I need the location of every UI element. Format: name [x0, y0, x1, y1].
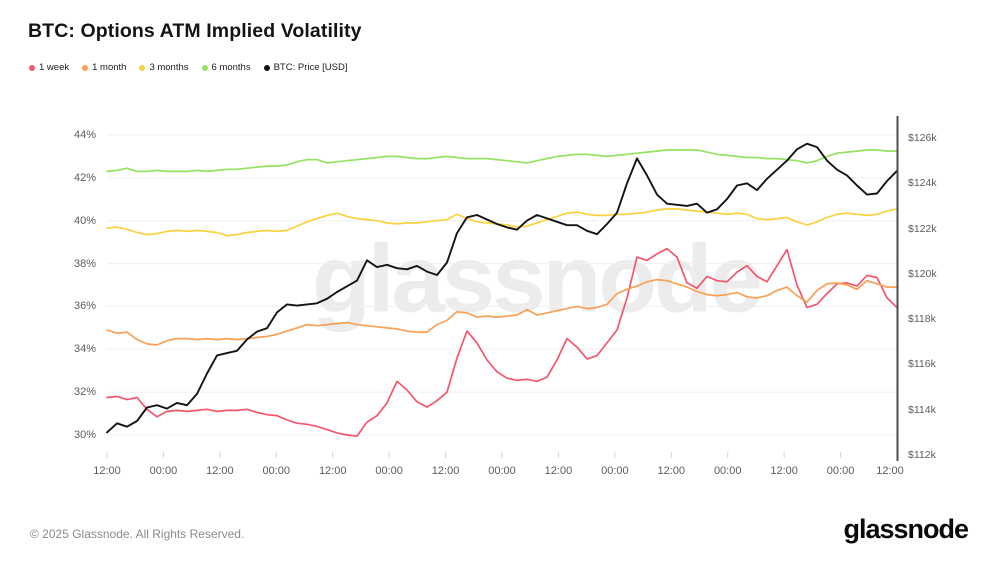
- x-axis-tick-label: 00:00: [601, 465, 629, 477]
- x-axis-tick-label: 00:00: [149, 465, 178, 477]
- y-right-tick-label: $126k: [908, 132, 937, 144]
- x-axis-tick-label: 12:00: [318, 465, 347, 477]
- legend-dot-icon: [139, 64, 146, 71]
- x-axis-tick-label: 12:00: [206, 465, 234, 477]
- y-right-tick-label: $124k: [908, 177, 937, 190]
- x-axis-tick-label: 12:00: [431, 465, 460, 477]
- series-line-1-month[interactable]: [106, 278, 898, 346]
- y-left-tick-label: 42%: [73, 171, 96, 184]
- x-axis-tick-label: 12:00: [770, 465, 798, 477]
- legend-dot-icon: [29, 64, 35, 71]
- y-left-tick-label: 32%: [73, 386, 96, 399]
- x-axis-tick-label: 12:00: [93, 465, 121, 477]
- legend: 1 week 1 month 3 months 6 months BTC: Price …: [29, 62, 348, 73]
- y-left-tick-label: 30%: [73, 429, 96, 441]
- legend-item-1-week[interactable]: 1 week: [29, 62, 69, 73]
- legend-dot-icon: [82, 64, 89, 71]
- glassnode-logo[interactable]: glassnode: [843, 514, 969, 544]
- page-title: BTC: Options ATM Implied Volatility: [28, 20, 362, 42]
- x-axis-tick-label: 00:00: [713, 465, 742, 477]
- x-axis-tick-label: 00:00: [826, 465, 855, 477]
- legend-label: 1 month: [92, 62, 127, 73]
- legend-item-1-month[interactable]: 1 month: [82, 62, 126, 73]
- legend-dot-icon: [201, 64, 208, 71]
- series-line-3-months[interactable]: [106, 208, 898, 237]
- y-right-tick-label: $112k: [908, 449, 936, 461]
- y-left-tick-label: 40%: [73, 214, 96, 227]
- legend-item-3-months[interactable]: 3 months: [139, 62, 189, 73]
- y-right-tick-label: $114k: [908, 403, 936, 416]
- legend-label: 6 months: [211, 62, 251, 73]
- x-axis-tick-label: 00:00: [375, 465, 403, 477]
- y-right-tick-label: $120k: [908, 267, 937, 280]
- y-left-tick-label: 44%: [73, 129, 96, 141]
- legend-label: 3 months: [149, 62, 189, 73]
- x-axis-tick-label: 12:00: [657, 465, 686, 477]
- legend-label: 1 week: [39, 62, 70, 73]
- copyright-text: © 2025 Glassnode. All Rights Reserved.: [30, 527, 245, 541]
- x-axis-tick-label: 00:00: [488, 465, 516, 477]
- y-left-tick-label: 36%: [73, 300, 96, 313]
- y-right-tick-label: $122k: [908, 222, 937, 235]
- x-axis-tick-label: 12:00: [544, 465, 573, 477]
- y-left-tick-label: 34%: [73, 343, 96, 356]
- legend-dot-icon: [263, 64, 270, 71]
- series-line-btc-price-usd-[interactable]: [106, 142, 898, 434]
- y-right-tick-label: $118k: [908, 313, 936, 326]
- y-left-tick-label: 38%: [73, 257, 96, 270]
- x-axis-tick-label: 00:00: [262, 465, 291, 477]
- legend-item-btc-price-usd-[interactable]: BTC: Price [USD]: [263, 62, 348, 73]
- y-right-tick-label: $116k: [908, 358, 936, 371]
- series-line-1-week[interactable]: [106, 247, 898, 437]
- legend-item-6-months[interactable]: 6 months: [201, 62, 251, 73]
- series-line-6-months[interactable]: [106, 149, 898, 173]
- x-axis-tick-label: 12:00: [876, 465, 904, 477]
- legend-label: BTC: Price [USD]: [273, 62, 348, 73]
